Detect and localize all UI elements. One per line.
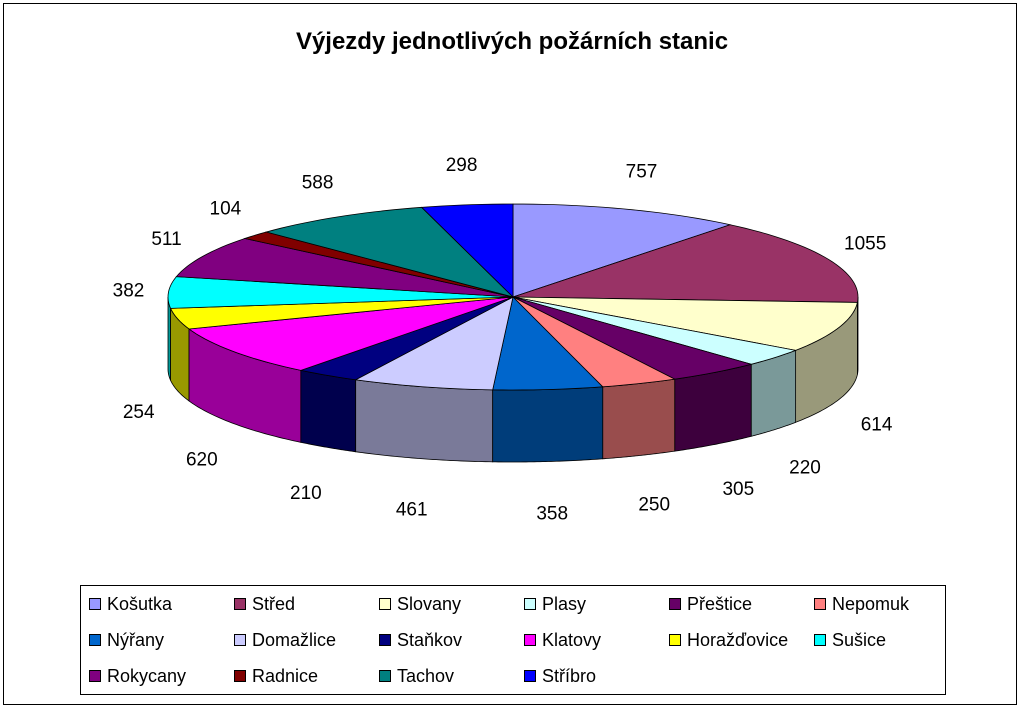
data-label-tachov: 588 <box>302 172 334 193</box>
legend-swatch <box>89 670 101 682</box>
legend-item-tachov: Tachov <box>379 665 454 687</box>
pie-chart: 757 1055 614 220 305 250 358 461 210 620 254 382 511… <box>113 155 893 524</box>
data-label-rokycany: 511 <box>151 229 181 250</box>
legend-label: Staňkov <box>397 629 463 650</box>
legend-swatch <box>669 634 681 646</box>
pie-sides <box>167 296 859 463</box>
legend-swatch <box>814 634 826 646</box>
pie-data-labels: 757 1055 614 220 305 250 358 461 210 620 254 382 511… <box>113 155 893 524</box>
legend-swatch <box>379 670 391 682</box>
pie-side-nepomuk <box>602 378 676 460</box>
data-label-klatovy: 620 <box>186 449 218 470</box>
legend-swatch <box>814 598 826 610</box>
legend-swatch <box>234 670 246 682</box>
pie-slice-domazlice <box>354 296 514 391</box>
pie-slice-slovany <box>512 296 858 351</box>
legend-swatch <box>524 634 536 646</box>
legend-label: Klatovy <box>542 629 602 650</box>
pie-slice-prestice <box>512 296 753 380</box>
legend-item-nyrany: Nýřany <box>89 629 164 651</box>
data-label-nepomuk: 250 <box>638 495 670 516</box>
legend-label: Střed <box>252 593 296 614</box>
pie-side-plasy <box>750 349 797 437</box>
pie-slice-rokycany <box>175 238 514 298</box>
legend-swatch <box>524 670 536 682</box>
legend-item-klatovy: Klatovy <box>524 629 601 651</box>
pie-slice-susice <box>167 276 514 309</box>
legend-swatch <box>89 634 101 646</box>
legend: Košutka Střed Slovany Plasy Přeštice Nepomuk N… <box>80 585 946 695</box>
pie-side-nyrany <box>492 386 604 463</box>
legend-label: Domažlice <box>252 629 337 650</box>
data-label-domazlice: 461 <box>396 499 428 520</box>
pie-slice-nyrany <box>492 296 604 391</box>
legend-item-horazdovice: Horažďovice <box>669 629 788 651</box>
chart-title: Výjezdy jednotlivých požárních stanic <box>295 28 729 55</box>
legend-label: Sušice <box>832 629 887 650</box>
legend-item-stribro: Stříbro <box>524 665 596 687</box>
legend-item-stankov: Staňkov <box>379 629 462 651</box>
pie-side-domazlice <box>355 379 494 463</box>
pie-side-stankov <box>300 369 357 453</box>
legend-label: Tachov <box>397 665 455 686</box>
legend-label: Košutka <box>107 593 173 614</box>
legend-item-plasy: Plasy <box>524 593 586 615</box>
pie-slice-klatovy <box>187 296 514 371</box>
legend-swatch <box>524 598 536 610</box>
legend-item-domazlice: Domažlice <box>234 629 336 651</box>
legend-label: Horažďovice <box>687 629 789 650</box>
data-label-horazdovice: 254 <box>123 402 155 423</box>
pie-slice-stankov <box>299 296 514 381</box>
data-label-stribro: 298 <box>446 155 478 176</box>
data-label-susice: 382 <box>113 281 145 302</box>
data-label-stred: 1055 <box>844 233 886 254</box>
legend-swatch <box>379 598 391 610</box>
legend-swatch <box>669 598 681 610</box>
legend-swatch <box>234 634 246 646</box>
legend-item-susice: Sušice <box>814 629 886 651</box>
legend-swatch <box>379 634 391 646</box>
legend-swatch <box>234 598 246 610</box>
pie-slice-stribro <box>420 203 514 298</box>
legend-label: Radnice <box>252 665 319 686</box>
pie-slice-kosutka <box>512 203 732 298</box>
pie-slice-stred <box>512 224 859 303</box>
legend-item-radnice: Radnice <box>234 665 318 687</box>
legend-label: Stříbro <box>542 665 597 686</box>
data-label-kosutka: 757 <box>626 162 658 183</box>
legend-label: Plasy <box>542 593 587 614</box>
legend-item-rokycany: Rokycany <box>89 665 186 687</box>
legend-item-kosutka: Košutka <box>89 593 172 615</box>
data-label-radnice: 104 <box>210 199 242 220</box>
pie-slice-horazdovice <box>169 296 514 330</box>
pie-slice-plasy <box>512 296 798 365</box>
pie-slice-nepomuk <box>512 296 677 388</box>
data-label-nyrany: 358 <box>536 503 568 524</box>
legend-label: Přeštice <box>687 593 753 614</box>
legend-item-nepomuk: Nepomuk <box>814 593 909 615</box>
legend-item-slovany: Slovany <box>379 593 461 615</box>
legend-item-prestice: Přeštice <box>669 593 752 615</box>
legend-item-stred: Střed <box>234 593 295 615</box>
data-label-plasy: 220 <box>789 458 821 479</box>
data-label-prestice: 305 <box>722 479 754 500</box>
data-label-stankov: 210 <box>290 483 322 504</box>
pie-tops <box>167 203 859 391</box>
pie-slice-tachov <box>264 206 515 298</box>
legend-swatch <box>89 598 101 610</box>
legend-label: Nýřany <box>107 629 165 650</box>
legend-label: Nepomuk <box>832 593 910 614</box>
legend-label: Rokycany <box>107 665 187 686</box>
legend-label: Slovany <box>397 593 462 614</box>
data-label-slovany: 614 <box>861 415 893 436</box>
